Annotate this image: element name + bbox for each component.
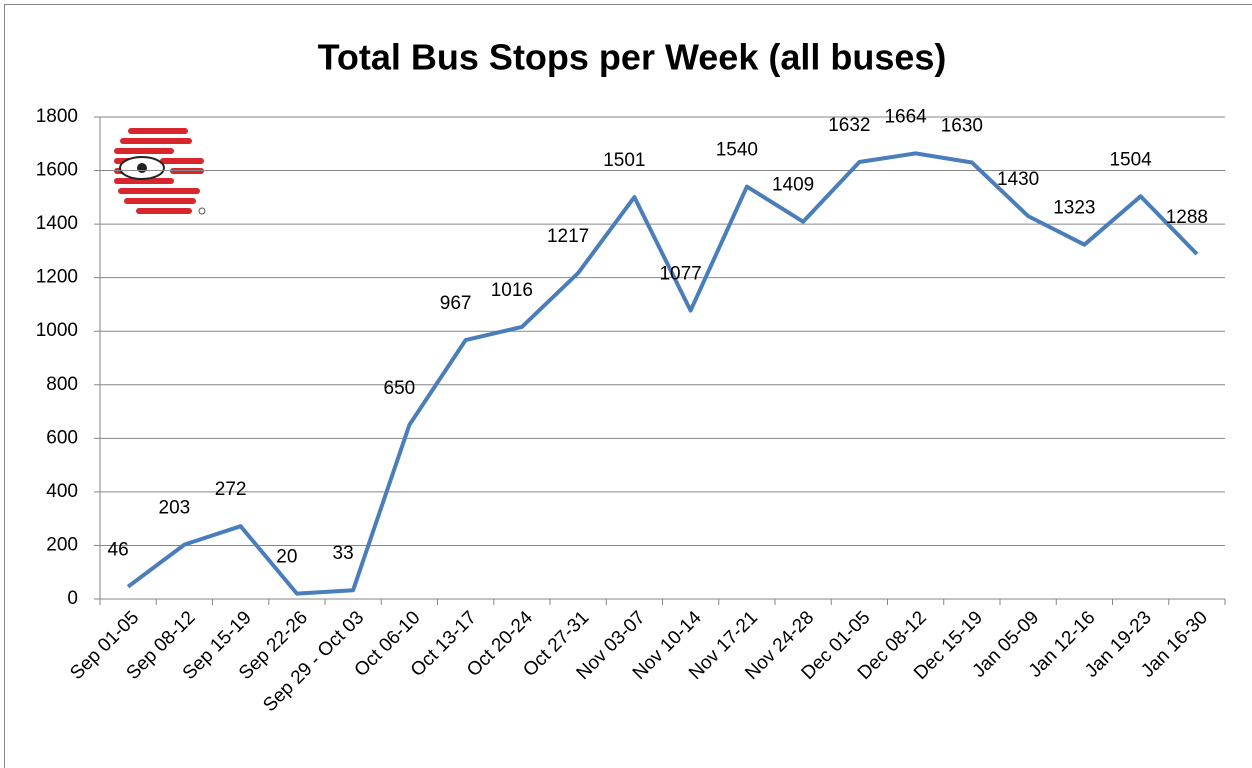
y-tick-label: 1200 bbox=[36, 267, 78, 288]
data-label: 1632 bbox=[828, 115, 870, 136]
data-label: 33 bbox=[333, 543, 354, 564]
y-tick-label: 0 bbox=[67, 588, 78, 609]
y-tick-label: 400 bbox=[46, 481, 78, 502]
data-label: 1016 bbox=[491, 280, 533, 301]
data-label: 1540 bbox=[716, 140, 758, 161]
y-tick-label: 800 bbox=[46, 374, 78, 395]
data-label: 46 bbox=[108, 540, 129, 561]
data-label: 1664 bbox=[884, 106, 927, 127]
y-tick-label: 200 bbox=[46, 534, 78, 555]
data-label: 1217 bbox=[547, 226, 589, 247]
x-tick-label: Sep 29 - Oct 03 bbox=[259, 607, 368, 716]
y-tick-label: 1000 bbox=[36, 320, 78, 341]
data-line bbox=[126, 151, 1199, 596]
data-label: 650 bbox=[384, 378, 416, 399]
data-label: 1323 bbox=[1053, 198, 1095, 219]
data-label: 1630 bbox=[941, 116, 983, 137]
data-label: 1288 bbox=[1166, 207, 1208, 228]
data-label: 272 bbox=[215, 479, 247, 500]
chart-border bbox=[4, 4, 1252, 768]
chart-title: Total Bus Stops per Week (all buses) bbox=[318, 37, 947, 78]
data-label: 203 bbox=[159, 498, 191, 519]
data-label: 1077 bbox=[659, 264, 701, 285]
data-label: 967 bbox=[440, 293, 472, 314]
data-label: 20 bbox=[276, 547, 297, 568]
data-label: 1430 bbox=[997, 169, 1039, 190]
y-tick-label: 600 bbox=[46, 427, 78, 448]
data-label: 1501 bbox=[603, 150, 645, 171]
data-label: 1504 bbox=[1109, 149, 1152, 170]
y-tick-label: 1600 bbox=[36, 160, 78, 181]
data-label: 1409 bbox=[772, 175, 814, 196]
logo bbox=[114, 128, 206, 215]
y-tick-label: 1400 bbox=[36, 213, 78, 234]
y-tick-label: 1800 bbox=[36, 106, 78, 127]
